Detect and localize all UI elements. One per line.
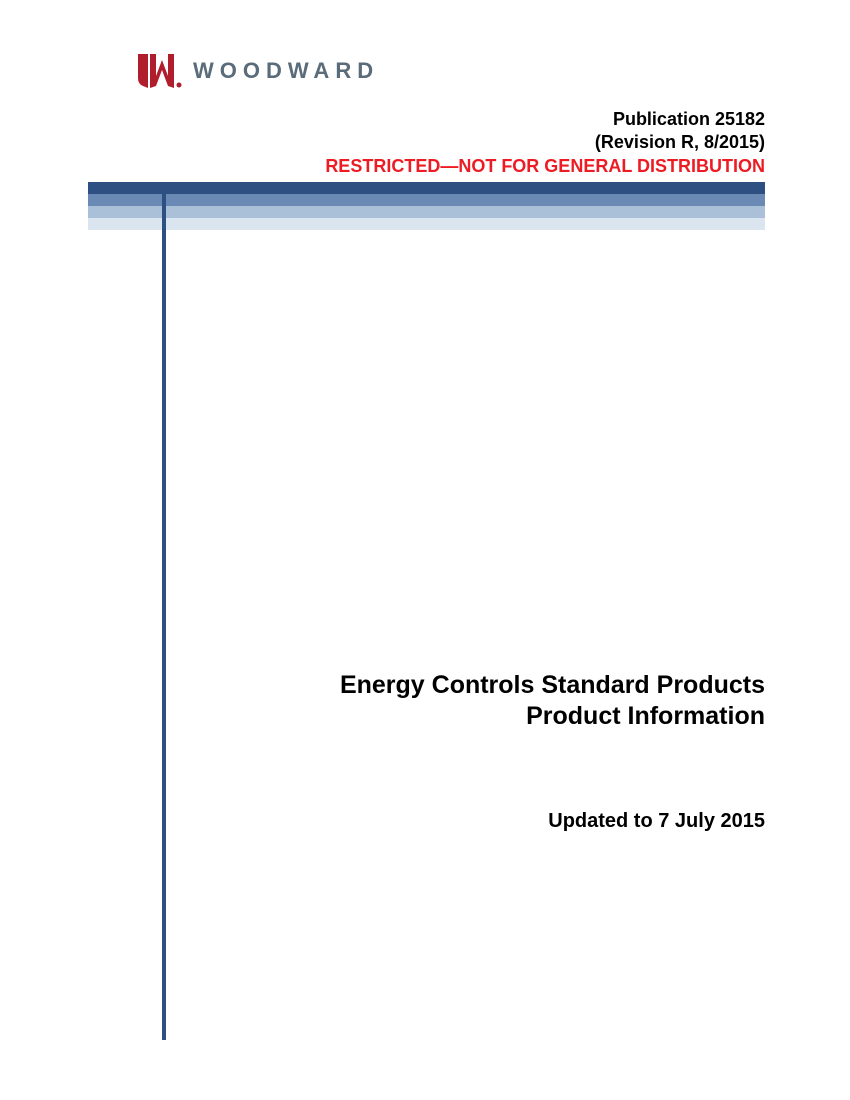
stripe-4 bbox=[88, 218, 765, 230]
stripe-1 bbox=[88, 182, 765, 194]
woodward-logo-icon bbox=[135, 50, 185, 92]
title-block: Energy Controls Standard Products Produc… bbox=[180, 670, 765, 733]
banner-stripes bbox=[88, 182, 765, 230]
title-line-1: Energy Controls Standard Products bbox=[180, 670, 765, 701]
updated-block: Updated to 7 July 2015 bbox=[180, 810, 765, 833]
document-page: WOODWARD Publication 25182 (Revision R, … bbox=[0, 0, 850, 1100]
title-line-2: Product Information bbox=[180, 701, 765, 732]
vertical-rule bbox=[162, 182, 166, 1040]
publication-number: Publication 25182 bbox=[325, 108, 765, 131]
logo-area: WOODWARD bbox=[135, 50, 379, 92]
restricted-notice: RESTRICTED—NOT FOR GENERAL DISTRIBUTION bbox=[325, 155, 765, 178]
stripe-3 bbox=[88, 206, 765, 218]
brand-name: WOODWARD bbox=[193, 58, 379, 84]
stripe-2 bbox=[88, 194, 765, 206]
revision-info: (Revision R, 8/2015) bbox=[325, 131, 765, 154]
header-block: Publication 25182 (Revision R, 8/2015) R… bbox=[325, 108, 765, 178]
updated-date: Updated to 7 July 2015 bbox=[180, 810, 765, 833]
